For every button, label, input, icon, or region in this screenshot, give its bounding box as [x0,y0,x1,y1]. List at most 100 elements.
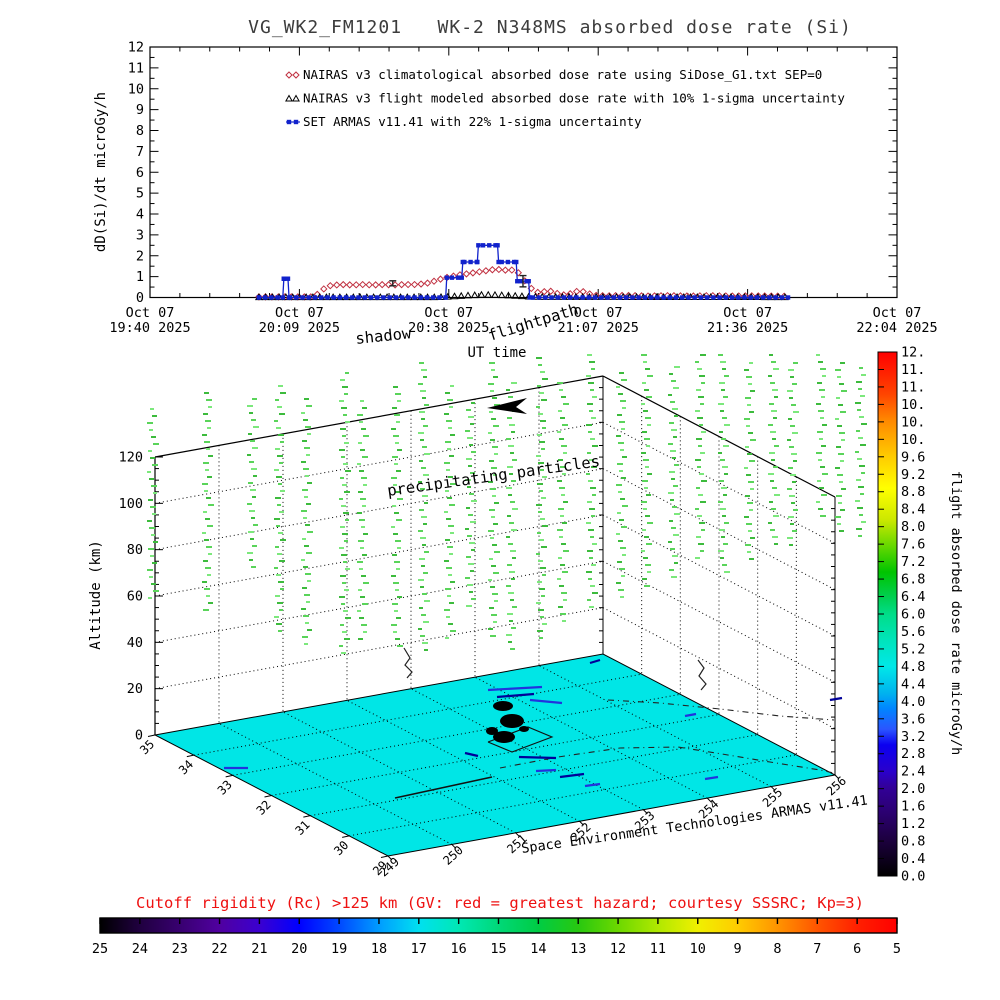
latitude-tick: 32 [254,798,274,818]
colorbar-bottom-tick: 13 [570,941,586,957]
colorbar-bottom-title: Cutoff rigidity (Rc) >125 km (GV: red = … [136,894,864,912]
colorbar-right-tick: 12. [901,345,925,361]
latitude-tick: 31 [292,818,312,838]
top-chart-ytick: 12 [128,40,144,56]
latitude-tick: 30 [331,838,351,858]
colorbar-right-tick: 7.2 [901,554,925,570]
top-chart-ytick: 4 [136,207,144,223]
top-chart-ytick: 11 [128,60,144,76]
colorbar-right-tick: 0.4 [901,851,925,867]
altitude-axis-label: Altitude (km) [88,540,104,650]
colorbar-right-tick: 1.2 [901,816,925,832]
colorbar-right-tick: 4.8 [901,659,925,675]
top-chart-ytick: 2 [136,248,144,264]
colorbar-bottom-tick: 12 [610,941,626,957]
colorbar-right-tick: 2.4 [901,764,925,780]
colorbar-bottom-tick: 9 [734,941,742,957]
scene3d-floor [153,647,843,857]
altitude-tick: 40 [127,635,143,651]
colorbar-right-tick: 6.8 [901,572,925,588]
top-chart-xtick-line1: Oct 07 [275,305,324,321]
colorbar-bottom-tick: 6 [853,941,861,957]
latitude-tick: 34 [176,757,196,777]
top-chart-ytick: 7 [136,144,144,160]
colorbar-right-tick: 2.0 [901,781,925,797]
colorbar-right-tick: 3.6 [901,711,925,727]
colorbar-bottom-tick: 17 [411,941,427,957]
colorbar-right-tick: 5.6 [901,624,925,640]
colorbar-right-tick: 4.4 [901,676,925,692]
legend-label-flight-modeled: NAIRAS v3 flight modeled absorbed dose r… [303,91,845,106]
top-chart-xtick-line1: Oct 07 [126,305,175,321]
colorbar-right-tick: 8.8 [901,484,925,500]
scene3d-particles [147,354,867,654]
latitude-tick: 33 [215,777,235,797]
top-chart-ytick: 9 [136,102,144,118]
colorbar-bottom-tick: 19 [331,941,347,957]
top-chart-xtick-line1: Oct 07 [723,305,772,321]
legend-label-climatological: NAIRAS v3 climatological absorbed dose r… [303,67,822,82]
altitude-tick: 80 [127,542,143,558]
top-chart-title: VG_WK2_FM1201 WK-2 N348MS absorbed dose … [248,17,852,38]
colorbar-right-tick: 1.6 [901,799,925,815]
colorbar-bottom-tick: 15 [490,941,506,957]
colorbar-right-tick: 3.2 [901,729,925,745]
colorbar-right-tick: 8.4 [901,502,925,518]
top-chart-xlabel: UT time [467,345,526,361]
annotation-precipitating-particles: precipitating particles [386,452,601,500]
top-chart-series [254,243,791,301]
top-chart-xtick-line2: 20:38 2025 [408,320,489,336]
colorbar-right-tick: 2.8 [901,746,925,762]
scene3d-edges [147,375,840,861]
colorbar-right-tick: 11. [901,362,925,378]
top-chart-legend: NAIRAS v3 climatological absorbed dose r… [285,67,845,129]
colorbar-right-tick: 6.0 [901,607,925,623]
colorbar-bottom-tick: 14 [530,941,546,957]
top-chart-xtick-line2: 19:40 2025 [109,320,190,336]
colorbar-bottom-tick: 16 [451,941,467,957]
altitude-tick: 120 [119,450,143,466]
longitude-tick: 250 [440,843,465,868]
top-chart-xtick-line2: 21:36 2025 [707,320,788,336]
top-chart-xtick-line2: 22:04 2025 [856,320,937,336]
aircraft-arrow-icon [487,398,527,414]
colorbar-bottom-tick: 20 [291,941,307,957]
colorbar-right-tick: 0.0 [901,869,925,885]
colorbar-right-tick: 4.0 [901,694,925,710]
top-chart-ytick: 1 [136,269,144,285]
top-chart-ytick: 10 [128,81,144,97]
colorbar-right-tick: 10. [901,414,925,430]
colorbar-right-tick: 8.0 [901,519,925,535]
top-chart-xtick-line1: Oct 07 [424,305,473,321]
colorbar-bottom-tick: 23 [172,941,188,957]
colorbar-right-tick: 10. [901,397,925,413]
colorbar-bottom-tick: 5 [893,941,901,957]
colorbar-bottom-tick: 8 [773,941,781,957]
altitude-tick: 100 [119,496,143,512]
colorbar-bottom-tick: 11 [650,941,666,957]
colorbar-right-tick: 7.6 [901,537,925,553]
annotation-shadow: shadow [355,324,413,348]
legend-label-armas: SET ARMAS v11.41 with 22% 1-sigma uncert… [303,114,642,129]
top-chart-xtick-line1: Oct 07 [574,305,623,321]
legend-marker-black-triangles-icon [285,94,300,102]
colorbar-right-tick: 10. [901,432,925,448]
legend-marker-blue-squares-icon [286,119,300,125]
altitude-tick: 60 [127,589,143,605]
colorbar-right-tick: 0.8 [901,834,925,850]
top-chart-ytick: 3 [136,227,144,243]
top-chart-xtick-line2: 20:09 2025 [259,320,340,336]
colorbar-right-tick: 5.2 [901,641,925,657]
top-chart-ylabel: dD(Si)/dt microGy/h [93,92,109,252]
colorbar-right: 12.11.11.10.10.10.9.69.28.88.48.07.67.26… [877,345,925,885]
colorbar-bottom-tick: 24 [132,941,148,957]
top-chart-ytick: 6 [136,165,144,181]
colorbar-bottom-tick: 21 [251,941,267,957]
colorbar-bottom: 25 24 23 22 21 20 19 18 17 16 15 14 13 12 11 10 9 8 7 6 5 [92,917,901,957]
colorbar-right-title: flight absorbed dose rate microGy/h [948,471,964,755]
colorbar-bottom-tick: 25 [92,941,108,957]
